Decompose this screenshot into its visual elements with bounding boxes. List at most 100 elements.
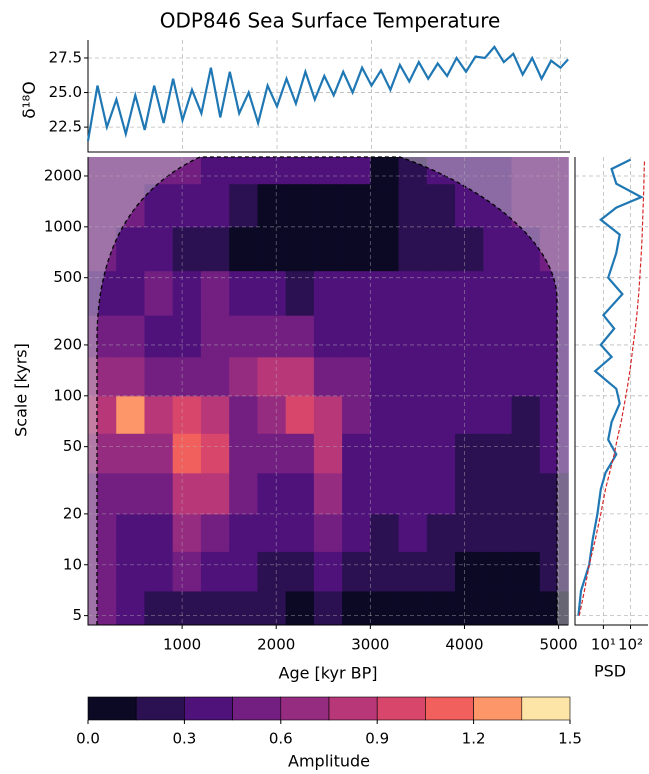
heatmap-cell [229,395,258,434]
colorbar-tick-label: 0.6 [269,730,293,748]
heatmap-cell [398,513,428,552]
heatmap-cell [426,472,456,515]
heatmap-cell [455,157,484,185]
heatmap-cell [172,315,202,358]
axis-spine [574,157,648,626]
heatmap-cell [313,315,343,358]
heatmap-cell [116,183,145,228]
heatmap-cell [511,551,541,592]
heatmap-cell [483,315,513,358]
heatmap-cell [483,395,513,434]
heatmap-cell [313,551,343,592]
heatmap-cell [313,183,343,228]
heatmap-cell [539,226,569,272]
heatmap-cell [229,183,258,228]
heatmap-cell [88,590,117,626]
heatmap-cell [342,270,371,316]
heatmap-cell [88,183,117,228]
heatmap-cell [539,183,569,228]
heatmap-cell [313,226,343,272]
heatmap-cell [313,157,343,185]
y-axis-label: δ¹⁸O [20,81,40,118]
heatmap-cell [342,226,371,272]
heatmap-cell [370,183,400,228]
heatmap-cell [426,226,456,272]
heatmap-cell [144,356,174,397]
y-tick-label: 1000 [44,217,82,235]
heatmap-cell [539,315,569,358]
heatmap-cell [370,433,400,474]
heatmap-cell [511,395,541,434]
heatmap-cell [200,183,230,228]
heatmap-cell [285,590,315,626]
heatmap-cell [257,270,287,316]
heatmap-cell [426,157,456,185]
heatmap-cell [398,226,428,272]
heatmap-cell [88,472,117,515]
heatmap-cell [172,590,202,626]
heatmap-cell [313,472,343,515]
heatmap-cell [116,395,145,434]
x-tick-label: 1000 [163,636,201,654]
heatmap-cell [144,183,174,228]
heatmap-cell [285,395,315,434]
heatmap-cell [483,472,513,515]
heatmap-cell [229,513,258,552]
heatmap-cell [116,513,145,552]
y-tick-label: 2000 [44,166,82,184]
chart-title: ODP846 Sea Surface Temperature [160,9,501,33]
colorbar-tick-label: 0.0 [76,730,100,748]
colorbar-tick-label: 0.9 [365,730,389,748]
heatmap-cell [144,157,174,185]
heatmap-cell [370,356,400,397]
x-tick-label: 10¹ [591,636,616,654]
heatmap-cell [539,513,569,552]
y-tick-label: 5 [72,606,82,624]
heatmap-cell [313,590,343,626]
heatmap-cell [200,551,230,592]
heatmap-cell [511,590,541,626]
heatmap-cell [426,183,456,228]
heatmap-cell [483,513,513,552]
heatmap-cell [88,226,117,272]
heatmap-cell [313,270,343,316]
colorbar-bin [328,696,378,721]
heatmap-cell [342,513,371,552]
heatmap-cell [539,472,569,515]
heatmap-cell [229,270,258,316]
heatmap-cell [285,433,315,474]
heatmap-cell [455,433,484,474]
y-tick-label: 27.5 [49,48,82,66]
heatmap-cell [229,157,258,185]
heatmap-cell [88,433,117,474]
heatmap-cell [398,590,428,626]
heatmap-cell [455,590,484,626]
heatmap-cell [116,226,145,272]
x-axis-label: Age [kyr BP] [279,664,378,683]
heatmap-cell [285,551,315,592]
y-axis-label: Scale [kyrs] [12,343,31,437]
heatmap-cell [144,395,174,434]
heatmap-cell [455,513,484,552]
heatmap-cell [483,270,513,316]
heatmap-cell [511,472,541,515]
heatmap-cell [172,433,202,474]
heatmap-cell [257,472,287,515]
axis-spine [87,157,568,626]
heatmap-cell [88,551,117,592]
heatmap-cell [398,395,428,434]
heatmap-cell [144,551,174,592]
heatmap-cell [200,433,230,474]
y-tick-label: 100 [53,386,82,404]
colorbar-bin [232,696,282,721]
heatmap-cell [313,513,343,552]
heatmap-cell [257,590,287,626]
colorbar-bin [87,696,137,721]
heatmap-cell [483,183,513,228]
heatmap-cell [172,551,202,592]
heatmap-cell [426,270,456,316]
heatmap-cell [426,590,456,626]
heatmap-cell [229,433,258,474]
heatmap-cell [116,356,145,397]
heatmap-cell [539,157,569,185]
